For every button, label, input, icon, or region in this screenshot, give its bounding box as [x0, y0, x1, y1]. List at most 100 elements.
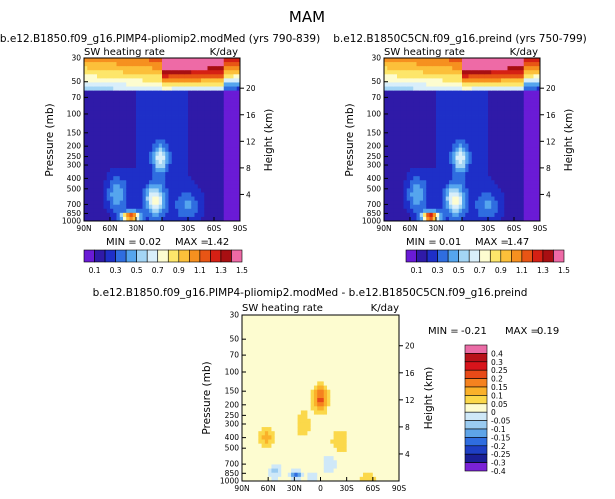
- panel-2-field-cell: [426, 58, 430, 63]
- panel-2-field-cell: [468, 172, 473, 177]
- panel-3-field-cell: [261, 364, 266, 370]
- panel-1-field-cell: [233, 163, 238, 169]
- panel-2-field-cell: [413, 188, 417, 193]
- panel-3-field-cell: [307, 315, 312, 320]
- panel-3-field-cell: [291, 402, 295, 407]
- panel-2-field-cell: [400, 82, 404, 87]
- panel-2-field-cell: [400, 212, 404, 218]
- panel-3-field-cell: [258, 352, 263, 357]
- panel-3-field-cell: [258, 406, 263, 411]
- panel-1-colorbar-label: 1.1: [194, 266, 206, 275]
- panel-3-field-cell: [271, 456, 276, 461]
- panel-3-field-cell: [245, 315, 249, 320]
- panel-2-field-cell: [390, 139, 395, 144]
- panel-3-field-cell: [258, 335, 263, 341]
- panel-3-field-cell: [264, 339, 269, 345]
- panel-2-field-cell: [410, 58, 414, 63]
- panel-2-field-cell: [514, 74, 518, 79]
- panel-2-field-cell: [419, 115, 424, 120]
- panel-2-field-cell: [527, 212, 531, 218]
- panel-2-field-cell: [410, 115, 414, 120]
- panel-1-field-cell: [210, 135, 215, 140]
- panel-3-field-cell: [261, 377, 266, 382]
- panel-3-field-cell: [317, 381, 321, 386]
- panel-1-field-cell: [123, 62, 127, 67]
- panel-1-field-cell: [113, 74, 117, 79]
- panel-2-field-cell: [465, 188, 469, 193]
- panel-3-field-cell: [274, 443, 279, 449]
- panel-3-field-cell: [251, 443, 256, 449]
- panel-1-field-cell: [181, 94, 186, 100]
- panel-1-field-cell: [171, 147, 176, 153]
- panel-1-field-cell: [152, 139, 156, 144]
- panel-3-field-cell: [261, 447, 266, 453]
- panel-2-field-cell: [504, 115, 508, 120]
- panel-1-field-cell: [87, 115, 91, 120]
- panel-2-field-cell: [458, 208, 463, 214]
- panel-2-field-cell: [403, 204, 408, 210]
- panel-1-field-cell: [90, 204, 95, 210]
- panel-1-field-cell: [236, 184, 241, 189]
- panel-2-field-cell: [533, 184, 538, 189]
- panel-2-field-cell: [481, 135, 486, 140]
- panel-1-field-cell: [201, 192, 205, 197]
- panel-2-field-cell: [419, 94, 424, 100]
- panel-2-field-cell: [468, 66, 473, 71]
- panel-2-field-cell: [481, 163, 486, 169]
- panel-1-field-cell: [168, 172, 173, 177]
- panel-1-field-cell: [168, 159, 173, 165]
- panel-2-field-cell: [413, 86, 417, 92]
- panel-1-field-cell: [145, 90, 150, 96]
- panel-1-field-cell: [214, 102, 218, 108]
- panel-2-field-cell: [533, 208, 538, 214]
- panel-3-field-cell: [242, 389, 246, 395]
- panel-3-field-cell: [287, 439, 292, 445]
- panel-2-field-cell: [410, 212, 414, 218]
- panel-1-field-cell: [181, 143, 186, 149]
- panel-2-field-cell: [397, 78, 401, 83]
- panel-2-field-cell: [413, 62, 417, 67]
- panel-1-field-cell: [106, 90, 111, 96]
- panel-3-field-cell: [251, 377, 256, 382]
- panel-1-field-cell: [233, 143, 238, 149]
- panel-3-field-cell: [317, 377, 321, 382]
- panel-2-field-cell: [468, 208, 473, 214]
- panel-2-field-cell: [390, 58, 395, 63]
- panel-1-field-cell: [217, 188, 221, 193]
- panel-2-field-cell: [393, 188, 398, 193]
- panel-1-field-cell: [90, 62, 95, 67]
- panel-2-field-cell: [497, 110, 502, 116]
- panel-1-field-cell: [97, 58, 101, 63]
- panel-2-field-cell: [507, 216, 512, 222]
- panel-1-field-cell: [113, 184, 117, 189]
- panel-2-field-cell: [517, 184, 521, 189]
- panel-2-field-cell: [530, 151, 534, 157]
- panel-2-field-cell: [471, 82, 476, 87]
- panel-3-field-cell: [264, 451, 269, 457]
- panel-1-field-cell: [233, 119, 238, 124]
- panel-2-field-cell: [523, 208, 528, 214]
- panel-2-field-cell: [520, 216, 525, 222]
- panel-2-field-cell: [481, 188, 486, 193]
- panel-3-field-cell: [307, 472, 312, 478]
- panel-2-field-cell: [390, 82, 395, 87]
- panel-1-field-cell: [171, 172, 176, 177]
- panel-1-field-cell: [233, 147, 238, 153]
- panel-1-field-cell: [210, 70, 215, 75]
- panel-2-field-cell: [416, 102, 421, 108]
- panel-2-field-cell: [501, 78, 505, 83]
- panel-1-field-cell: [184, 82, 189, 87]
- panel-3-field-cell: [277, 319, 282, 324]
- panel-2-field-cell: [426, 106, 430, 112]
- panel-3-field-cell: [320, 319, 325, 324]
- panel-2-field-cell: [488, 180, 492, 185]
- panel-3-field-cell: [287, 323, 292, 328]
- panel-1-field-cell: [178, 208, 182, 214]
- panel-2-field-cell: [527, 176, 531, 181]
- panel-2-field-cell: [475, 204, 479, 210]
- panel-1-field-cell: [191, 131, 195, 136]
- panel-2-field-cell: [390, 62, 395, 67]
- panel-1-field-cell: [139, 90, 143, 96]
- panel-1-field-cell: [132, 123, 137, 128]
- panel-1-field-cell: [116, 102, 121, 108]
